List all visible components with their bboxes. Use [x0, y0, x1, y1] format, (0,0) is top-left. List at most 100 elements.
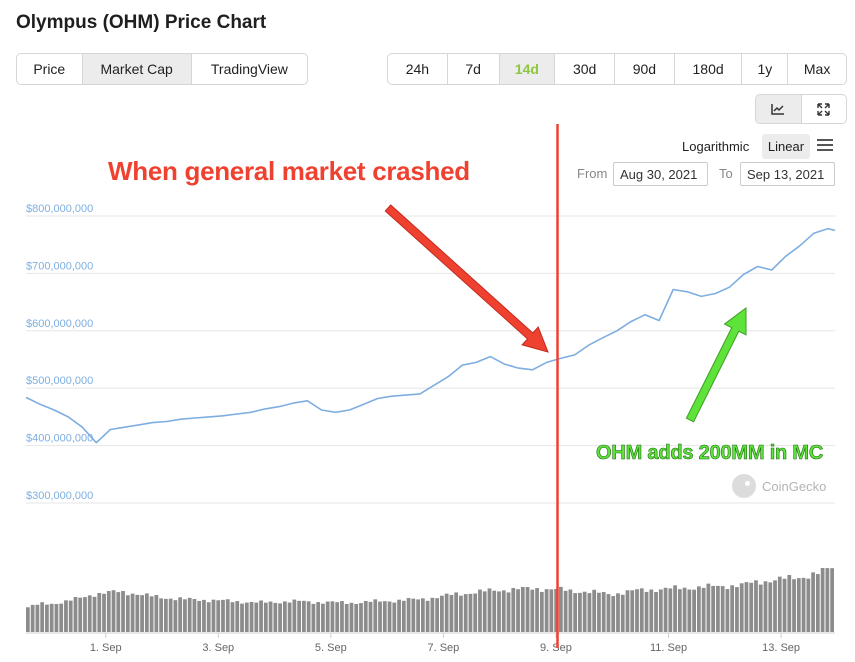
volume-bar	[825, 568, 830, 632]
volume-bar	[183, 599, 187, 632]
volume-bar	[340, 601, 344, 632]
range-30d-button[interactable]: 30d	[555, 54, 615, 84]
volume-bar	[682, 587, 687, 632]
logarithmic-toggle[interactable]: Logarithmic	[682, 139, 750, 154]
volume-bar	[216, 600, 221, 632]
page-title: Olympus (OHM) Price Chart	[16, 12, 267, 33]
volume-bar	[677, 589, 682, 632]
volume-bar	[501, 590, 506, 632]
volume-bar	[235, 601, 240, 632]
chart-type-tabs: Price Market Cap TradingView	[16, 53, 308, 85]
volume-bar	[535, 588, 539, 632]
volume-bar	[773, 580, 777, 632]
volume-bar	[673, 585, 677, 632]
range-180d-button[interactable]: 180d	[675, 54, 743, 84]
volume-bar	[382, 601, 387, 632]
volume-bar	[801, 577, 806, 632]
volume-bar	[787, 574, 792, 632]
volume-bar	[435, 598, 440, 632]
watermark-text: CoinGecko	[762, 478, 827, 494]
volume-bar	[811, 572, 815, 632]
expand-icon	[817, 102, 830, 116]
volume-bar	[630, 590, 635, 632]
volume-bar	[792, 579, 796, 632]
x-tick-label: 3. Sep	[202, 642, 234, 654]
menu-icon[interactable]	[817, 139, 833, 151]
range-90d-button[interactable]: 90d	[615, 54, 675, 84]
volume-bar	[530, 589, 535, 632]
volume-bar	[378, 601, 382, 632]
volume-bar	[140, 595, 144, 632]
volume-bar	[121, 591, 125, 632]
volume-bar	[549, 589, 554, 632]
volume-bar	[263, 602, 268, 632]
x-tick-label: 1. Sep	[90, 642, 122, 654]
volume-bar	[735, 587, 739, 632]
volume-bar	[206, 602, 211, 632]
volume-bar	[225, 599, 230, 632]
volume-bar	[468, 593, 473, 632]
volume-bar	[525, 586, 530, 632]
volume-bar	[83, 597, 87, 632]
volume-bar	[587, 593, 592, 632]
volume-bar	[635, 589, 639, 632]
volume-bar	[592, 589, 597, 632]
volume-bar	[45, 604, 49, 632]
volume-bar	[487, 588, 492, 632]
volume-bar	[192, 598, 197, 632]
tab-market-cap[interactable]: Market Cap	[82, 54, 192, 84]
range-14d-button[interactable]: 14d	[499, 54, 556, 84]
volume-bar	[725, 589, 730, 632]
volume-bar	[516, 589, 520, 632]
volume-bar	[749, 582, 754, 632]
volume-bar	[611, 596, 616, 632]
line-chart-view-button[interactable]	[756, 95, 802, 123]
volume-bar	[815, 574, 820, 632]
volume-bar	[97, 592, 102, 632]
y-tick-label: $600,000,000	[26, 318, 93, 330]
tab-price[interactable]: Price	[17, 54, 83, 84]
volume-bar	[211, 599, 216, 632]
range-max-button[interactable]: Max	[803, 61, 831, 77]
tab-tradingview[interactable]: TradingView	[210, 61, 288, 77]
volume-bar	[720, 586, 725, 632]
volume-bar	[420, 598, 425, 632]
from-date-input[interactable]: Aug 30, 2021	[613, 162, 708, 186]
volume-bar	[649, 589, 654, 632]
volume-bar	[273, 602, 278, 632]
coingecko-watermark: CoinGecko	[732, 474, 826, 498]
range-7d-button[interactable]: 7d	[448, 54, 500, 84]
volume-bar	[173, 600, 178, 632]
volume-bar	[73, 597, 78, 632]
volume-bar	[663, 587, 668, 632]
expand-button[interactable]	[802, 95, 847, 123]
range-1y-button[interactable]: 1y	[742, 54, 789, 84]
volume-bar	[539, 591, 544, 632]
volume-bar	[711, 585, 716, 632]
volume-bar	[568, 589, 573, 632]
volume-bar	[306, 601, 311, 632]
volume-bar	[54, 603, 59, 632]
linear-toggle[interactable]: Linear	[762, 134, 810, 159]
volume-bar	[739, 583, 744, 632]
to-date-input[interactable]: Sep 13, 2021	[740, 162, 835, 186]
volume-bar	[135, 594, 140, 632]
volume-bar	[616, 593, 620, 632]
volume-bar	[830, 568, 834, 632]
volume-bar	[492, 590, 497, 632]
volume-bar	[344, 604, 349, 632]
volume-bar	[758, 584, 763, 632]
volume-bar	[35, 604, 40, 632]
range-24h-button[interactable]: 24h	[388, 54, 448, 84]
time-range-tabs: 24h 7d 14d 30d 90d 180d 1y Max	[387, 53, 847, 85]
red-arrow-icon	[384, 204, 549, 353]
volume-bar	[744, 582, 749, 632]
volume-bar	[321, 603, 325, 632]
volume-bar	[716, 585, 720, 632]
x-tick-label: 9. Sep	[540, 642, 572, 654]
volume-bar	[820, 568, 825, 632]
y-tick-label: $300,000,000	[26, 490, 93, 502]
volume-bar	[40, 602, 45, 632]
volume-bar	[754, 580, 758, 632]
